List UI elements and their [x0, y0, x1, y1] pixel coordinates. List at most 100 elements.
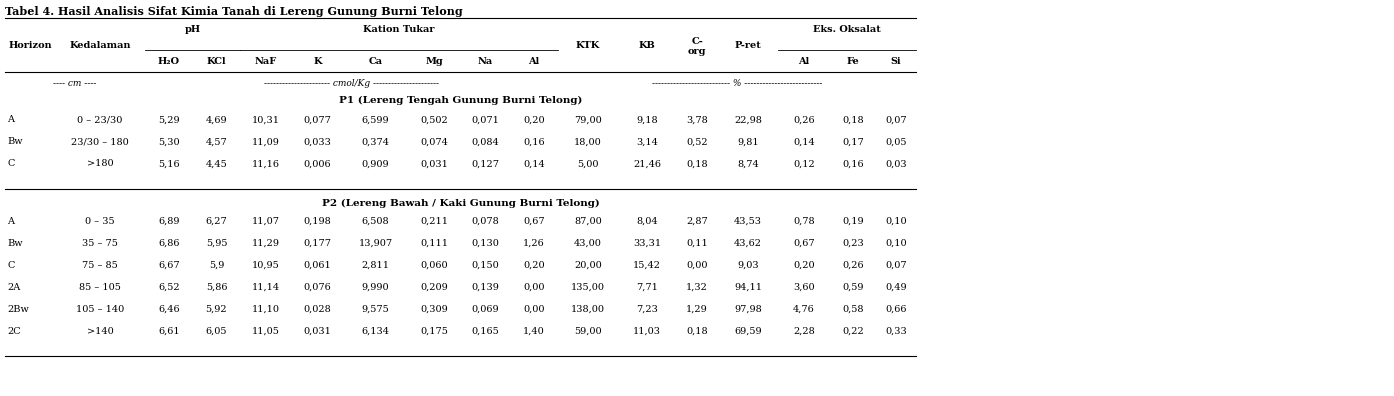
Text: 1,26: 1,26: [523, 238, 545, 248]
Text: 0,16: 0,16: [842, 160, 864, 169]
Text: 0 – 35: 0 – 35: [85, 217, 114, 225]
Text: 1,32: 1,32: [686, 282, 708, 291]
Text: 0,23: 0,23: [842, 238, 864, 248]
Text: >140: >140: [86, 326, 113, 335]
Text: 0,150: 0,150: [471, 261, 499, 270]
Text: 43,62: 43,62: [735, 238, 763, 248]
Text: Al: Al: [799, 57, 810, 67]
Text: 0,031: 0,031: [304, 326, 332, 335]
Text: 0,074: 0,074: [420, 137, 447, 147]
Text: 9,575: 9,575: [361, 305, 389, 314]
Text: Tabel 4. Hasil Analisis Sifat Kimia Tanah di Lereng Gunung Burni Telong: Tabel 4. Hasil Analisis Sifat Kimia Tana…: [6, 6, 463, 17]
Text: 0,084: 0,084: [471, 137, 499, 147]
Text: 0,309: 0,309: [420, 305, 447, 314]
Text: 20,00: 20,00: [574, 261, 602, 270]
Text: 0,12: 0,12: [793, 160, 815, 169]
Text: 0,502: 0,502: [420, 116, 447, 124]
Text: C: C: [7, 261, 14, 270]
Text: 0,33: 0,33: [885, 326, 907, 335]
Text: 135,00: 135,00: [572, 282, 605, 291]
Text: 8,04: 8,04: [636, 217, 658, 225]
Text: 8,74: 8,74: [737, 160, 758, 169]
Text: 9,990: 9,990: [361, 282, 389, 291]
Text: -------------------------- % --------------------------: -------------------------- % -----------…: [652, 78, 822, 88]
Text: Si: Si: [891, 57, 902, 67]
Text: 6,52: 6,52: [158, 282, 180, 291]
Text: 9,18: 9,18: [636, 116, 658, 124]
Text: 6,599: 6,599: [361, 116, 389, 124]
Text: 1,29: 1,29: [686, 305, 708, 314]
Text: 0,19: 0,19: [842, 217, 864, 225]
Text: 79,00: 79,00: [574, 116, 602, 124]
Text: 0,909: 0,909: [361, 160, 389, 169]
Text: 4,45: 4,45: [206, 160, 227, 169]
Text: 0,078: 0,078: [471, 217, 499, 225]
Text: 11,07: 11,07: [252, 217, 280, 225]
Text: 7,23: 7,23: [636, 305, 658, 314]
Text: 0,18: 0,18: [686, 326, 708, 335]
Text: 0,139: 0,139: [471, 282, 499, 291]
Text: 0,67: 0,67: [523, 217, 545, 225]
Text: 0,177: 0,177: [304, 238, 332, 248]
Text: 3,14: 3,14: [636, 137, 658, 147]
Text: KCl: KCl: [206, 57, 226, 67]
Text: 0,07: 0,07: [885, 261, 907, 270]
Text: 13,907: 13,907: [358, 238, 393, 248]
Text: 0,20: 0,20: [523, 261, 545, 270]
Text: 0,58: 0,58: [842, 305, 864, 314]
Text: >180: >180: [86, 160, 113, 169]
Text: 0,00: 0,00: [523, 305, 545, 314]
Text: 2,811: 2,811: [361, 261, 389, 270]
Text: 5,86: 5,86: [206, 282, 227, 291]
Text: 97,98: 97,98: [735, 305, 763, 314]
Text: 4,69: 4,69: [206, 116, 227, 124]
Text: 11,10: 11,10: [252, 305, 280, 314]
Text: 7,71: 7,71: [636, 282, 658, 291]
Text: KB: KB: [638, 42, 655, 51]
Text: P1 (Lereng Tengah Gunung Burni Telong): P1 (Lereng Tengah Gunung Burni Telong): [339, 95, 583, 105]
Text: 0,077: 0,077: [304, 116, 332, 124]
Text: 5,16: 5,16: [158, 160, 180, 169]
Text: 0,52: 0,52: [686, 137, 708, 147]
Text: 0,26: 0,26: [842, 261, 864, 270]
Text: 21,46: 21,46: [633, 160, 661, 169]
Text: 0,127: 0,127: [471, 160, 499, 169]
Text: 69,59: 69,59: [735, 326, 761, 335]
Text: 0,66: 0,66: [885, 305, 906, 314]
Text: 2Bw: 2Bw: [7, 305, 29, 314]
Text: 0,175: 0,175: [420, 326, 447, 335]
Text: 0,05: 0,05: [885, 137, 906, 147]
Text: 6,89: 6,89: [159, 217, 180, 225]
Text: 0,209: 0,209: [420, 282, 447, 291]
Text: 5,9: 5,9: [209, 261, 224, 270]
Text: 3,60: 3,60: [793, 282, 815, 291]
Text: Bw: Bw: [7, 137, 22, 147]
Text: 9,81: 9,81: [737, 137, 758, 147]
Text: 18,00: 18,00: [574, 137, 602, 147]
Text: 0,111: 0,111: [420, 238, 447, 248]
Text: 0,22: 0,22: [842, 326, 864, 335]
Text: 2A: 2A: [7, 282, 21, 291]
Text: 0,78: 0,78: [793, 217, 815, 225]
Text: 0,18: 0,18: [686, 160, 708, 169]
Text: 0,67: 0,67: [793, 238, 815, 248]
Text: 0,060: 0,060: [420, 261, 447, 270]
Text: 1,40: 1,40: [523, 326, 545, 335]
Text: 0,18: 0,18: [842, 116, 864, 124]
Text: pH: pH: [184, 25, 201, 34]
Text: KTK: KTK: [576, 42, 601, 51]
Text: 0,20: 0,20: [793, 261, 815, 270]
Text: 11,09: 11,09: [252, 137, 280, 147]
Text: 2C: 2C: [7, 326, 21, 335]
Text: Bw: Bw: [7, 238, 22, 248]
Text: 0,07: 0,07: [885, 116, 907, 124]
Text: 10,95: 10,95: [252, 261, 280, 270]
Text: 0,14: 0,14: [793, 137, 815, 147]
Text: 11,14: 11,14: [252, 282, 280, 291]
Text: Horizon: Horizon: [8, 42, 52, 51]
Text: ---- cm ----: ---- cm ----: [53, 78, 96, 88]
Text: Fe: Fe: [846, 57, 859, 67]
Text: 5,29: 5,29: [158, 116, 180, 124]
Text: 0,10: 0,10: [885, 217, 907, 225]
Text: Kedalaman: Kedalaman: [70, 42, 131, 51]
